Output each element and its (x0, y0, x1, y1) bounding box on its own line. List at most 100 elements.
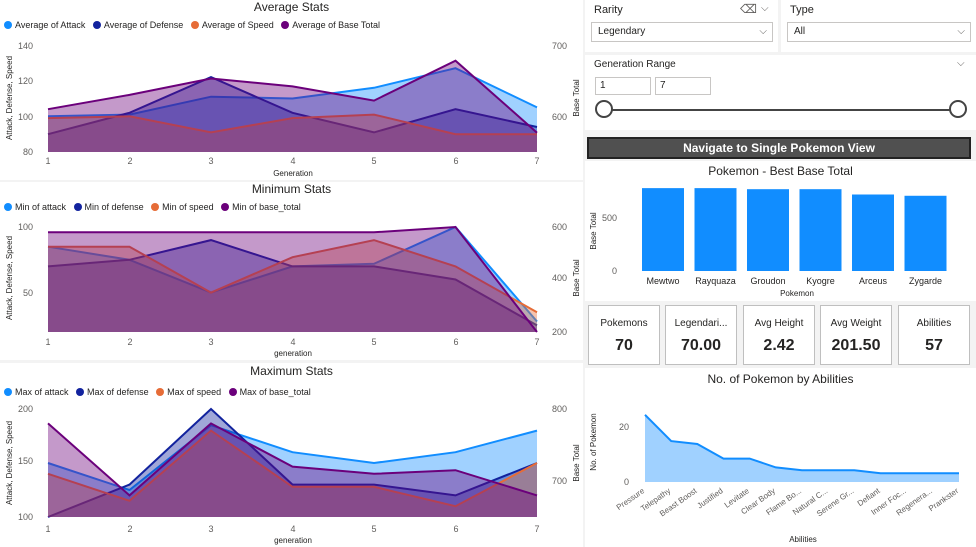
x-tick: 2 (127, 524, 132, 534)
x-axis-label: generation (274, 349, 312, 358)
legend-item-max-defense[interactable]: Max of defense (76, 387, 149, 397)
legend-item-min-base-total[interactable]: Min of base_total (221, 202, 301, 212)
card-label: Pokemons (600, 318, 648, 329)
range-min-input[interactable]: 1 (595, 77, 651, 95)
series-line-2 (47, 113, 537, 136)
legend-item-avg-attack[interactable]: Average of Attack (4, 20, 85, 30)
x-axis-label: Abilities (789, 535, 817, 544)
legend-item-min-attack[interactable]: Min of attack (4, 202, 66, 212)
legend-item-min-speed[interactable]: Min of speed (151, 202, 214, 212)
best-base-total-chart[interactable]: Mewtwo Rayquaza Groudon Kyogre Arceus Zygarde… (585, 161, 976, 301)
card-label: Avg Weight (830, 318, 882, 329)
type-slicer: Type All ⌵ (781, 0, 976, 52)
y-tick: 0 (612, 266, 617, 276)
legend-item-avg-defense[interactable]: Average of Defense (92, 20, 183, 30)
generation-range-label: Generation Range (594, 59, 676, 70)
max-stats-title: Maximum Stats (250, 364, 333, 378)
range-slider-handle-min[interactable] (595, 100, 613, 118)
type-dropdown[interactable]: All ⌵ (787, 22, 971, 42)
legend-item-max-attack[interactable]: Max of attack (4, 387, 69, 397)
series-line-0 (47, 67, 538, 118)
legend-item-avg-base-total[interactable]: Average of Base Total (281, 20, 380, 30)
y2-tick: 600 (552, 222, 567, 232)
x-axis-label: generation (274, 536, 312, 545)
y-tick: 500 (602, 213, 617, 223)
y-tick: 100 (18, 222, 33, 232)
card-label: Legendari... (674, 318, 728, 329)
bar-kyogre (799, 189, 842, 271)
y-tick: 120 (18, 76, 33, 86)
series-line-1 (47, 76, 538, 136)
series-line-0 (47, 424, 538, 492)
y-tick: 150 (18, 456, 33, 466)
max-stats-chart[interactable]: 200 150 100 800 700 Attack, Defense, Spe… (0, 363, 583, 547)
avg-stats-chart[interactable]: 140 120 100 80 700 600 Attack, Defense, … (0, 0, 583, 180)
rarity-dropdown-value: Legendary (598, 26, 646, 37)
card-value: 2.42 (763, 337, 795, 354)
y-axis-label: Attack, Defense, Speed (5, 421, 14, 505)
type-label: Type (790, 4, 814, 16)
range-slider-track[interactable] (605, 109, 959, 111)
chevron-down-icon[interactable]: ⌵ (761, 3, 769, 14)
avg-stats-panel: Average Stats Average of Attack Average … (0, 0, 583, 180)
y2-tick: 800 (552, 404, 567, 414)
x-tick: 6 (453, 337, 458, 347)
best-base-total-title: Pokemon - Best Base Total (708, 164, 853, 178)
card-value: 57 (925, 337, 943, 354)
y2-tick: 700 (552, 41, 567, 51)
legend-item-max-speed[interactable]: Max of speed (156, 387, 221, 397)
series-area-2 (48, 240, 537, 332)
series-area-1 (48, 240, 537, 332)
series-area-3 (48, 60, 537, 153)
series-line-3 (47, 422, 538, 497)
x-tick: 1 (45, 524, 50, 534)
legend-item-min-defense[interactable]: Min of defense (73, 202, 144, 212)
min-stats-chart[interactable]: 100 50 600 400 200 Attack, Defense, Spee… (0, 182, 583, 360)
chevron-down-icon[interactable]: ⌵ (957, 58, 965, 69)
y-tick: 80 (23, 147, 33, 157)
card-avg-height: Avg Height 2.42 (743, 305, 815, 365)
bar-rayquaza (694, 188, 737, 271)
rarity-dropdown[interactable]: Legendary ⌵ (591, 22, 773, 42)
max-stats-panel: Maximum Stats Max of attack Max of defen… (0, 363, 583, 547)
y-tick: 0 (624, 477, 629, 487)
ability-label: Prankster (927, 486, 960, 513)
bar-label: Kyogre (806, 276, 835, 286)
bar-label: Arceus (859, 276, 888, 286)
best-base-total-panel: Pokemon - Best Base Total Mewtwo Rayquaza… (585, 161, 976, 301)
max-stats-legend: Max of attack Max of defense Max of spee… (4, 387, 316, 398)
x-tick: 4 (290, 156, 295, 166)
y-tick: 100 (18, 512, 33, 522)
y-axis-label: Attack, Defense, Speed (5, 236, 14, 320)
y-tick: 200 (18, 404, 33, 414)
range-max-input[interactable]: 7 (655, 77, 711, 95)
card-abilities: Abilities 57 (898, 305, 970, 365)
series-area-0 (48, 425, 537, 517)
legend-item-avg-speed[interactable]: Average of Speed (190, 20, 274, 30)
y2-tick: 400 (552, 273, 567, 283)
x-tick: 1 (45, 156, 50, 166)
abilities-title: No. of Pokemon by Abilities (707, 372, 854, 386)
navigate-single-pokemon-button[interactable]: Navigate to Single Pokemon View (587, 137, 971, 159)
series-line-2 (47, 429, 538, 508)
range-slider-handle-max[interactable] (949, 100, 967, 118)
series-area-3 (48, 423, 537, 517)
y2-axis-label: Base Total (572, 79, 581, 116)
y2-axis-label: Base Total (572, 444, 581, 481)
y-axis-label: Base Total (589, 212, 598, 249)
series-area-3 (48, 227, 537, 332)
card-avg-weight: Avg Weight 201.50 (820, 305, 892, 365)
x-tick: 3 (208, 337, 213, 347)
x-tick: 1 (45, 337, 50, 347)
card-value: 201.50 (831, 337, 881, 354)
y2-tick: 600 (552, 112, 567, 122)
dropdown-chevron-icon: ⌵ (957, 26, 965, 37)
x-tick: 2 (127, 156, 132, 166)
legend-item-max-base-total[interactable]: Max of base_total (228, 387, 311, 397)
dropdown-chevron-icon: ⌵ (759, 26, 767, 37)
eraser-icon[interactable]: ⌫ (740, 2, 757, 16)
abilities-line (644, 414, 959, 475)
y2-tick: 700 (552, 476, 567, 486)
generation-range-slicer: Generation Range ⌵ 1 7 (585, 55, 976, 130)
